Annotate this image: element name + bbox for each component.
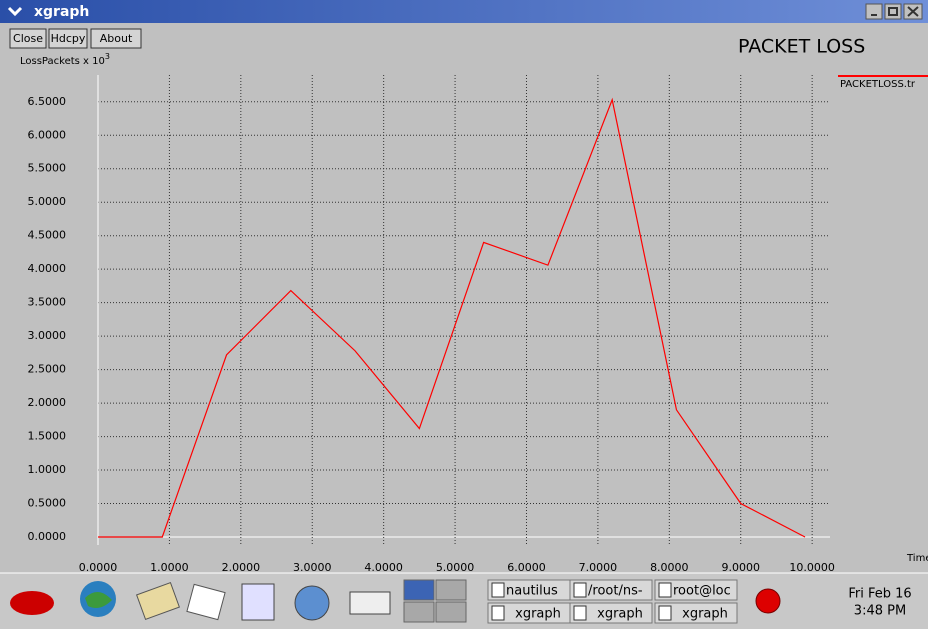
maximize[interactable] [885,4,901,19]
y-tick-label: 6.0000 [28,128,67,141]
x-tick-label: 10.0000 [789,561,835,574]
y-tick-label: 6.5000 [28,95,67,108]
toolbar-button-label: Close [13,32,43,45]
workspace-4[interactable] [436,602,466,622]
task-icon [659,606,671,620]
x-tick-label: 4.0000 [364,561,403,574]
x-tick-label: 2.0000 [222,561,261,574]
x-tick-label: 5.0000 [436,561,475,574]
task-label: xgraph [682,607,728,622]
workspace-1[interactable] [404,580,434,600]
workspace-2[interactable] [436,580,466,600]
print-icon[interactable] [350,592,390,614]
x-tick-label: 6.0000 [507,561,546,574]
redhat-icon[interactable] [10,591,54,615]
task-label: /root/ns- [588,584,643,599]
y-tick-label: 2.5000 [28,363,67,376]
task-icon [574,583,586,597]
x-tick-label: 0.0000 [79,561,118,574]
task-icon [659,583,671,597]
page: { "window": {"title": "xgraph", "buttons… [0,0,928,629]
toolbar-button-label: Hdcpy [51,32,86,45]
y-tick-label: 5.5000 [28,162,67,175]
clock-time: 3:48 PM [854,604,906,619]
task-icon [492,606,504,620]
x-tick-label: 3.0000 [293,561,332,574]
data-line [98,100,805,537]
task-label: nautilus [506,584,558,599]
clock-date: Fri Feb 16 [848,587,911,602]
y-tick-label: 3.5000 [28,296,67,309]
y-tick-label: 5.0000 [28,195,67,208]
y-tick-label: 4.0000 [28,262,67,275]
y-tick-label: 3.0000 [28,329,67,342]
y-axis-label: LossPackets x 103 [20,52,110,68]
y-axis-label-text: LossPackets x 10 [20,56,105,67]
y-tick-label: 0.0000 [28,530,67,543]
task-label: xgraph [597,607,643,622]
minimize[interactable] [866,4,882,19]
task-icon [492,583,504,597]
x-axis-label: Time [906,553,928,564]
x-tick-label: 9.0000 [721,561,760,574]
y-tick-label: 1.0000 [28,463,67,476]
task-icon [574,606,586,620]
chart-title: PACKET LOSS [738,36,865,58]
y-tick-label: 2.0000 [28,396,67,409]
y-tick-label: 0.5000 [28,497,67,510]
task-label: xgraph [515,607,561,622]
x-tick-label: 8.0000 [650,561,689,574]
window-title: xgraph [34,4,89,20]
calc-icon[interactable] [242,584,274,620]
alert-icon[interactable] [756,589,780,613]
x-tick-label: 1.0000 [150,561,189,574]
title-bar [0,0,928,23]
toolbar-button-label: About [100,32,133,45]
workspace-3[interactable] [404,602,434,622]
legend-label: PACKETLOSS.tr [840,79,916,90]
task-label: root@loc [673,584,731,599]
y-tick-label: 4.5000 [28,229,67,242]
x-tick-label: 7.0000 [579,561,618,574]
y-axis-label-exponent: 3 [105,52,110,61]
y-tick-label: 1.5000 [28,430,67,443]
screen: xgraph Fri Feb 16 3:48 PM PACKET LOSS Lo… [0,0,928,629]
impress-icon[interactable] [295,586,329,620]
